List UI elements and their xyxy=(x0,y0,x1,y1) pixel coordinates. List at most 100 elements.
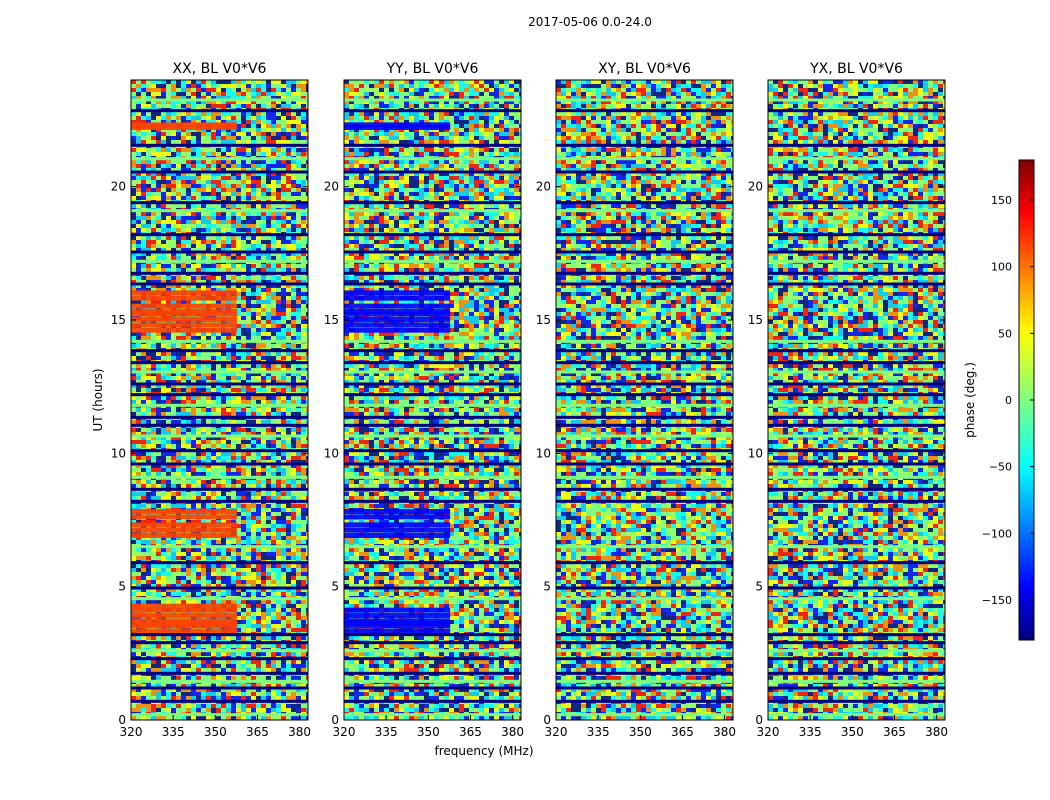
phase-cell xyxy=(226,224,231,228)
phase-cell xyxy=(291,176,296,180)
phase-cell xyxy=(246,584,251,588)
phase-cell xyxy=(241,576,246,580)
phase-cell xyxy=(261,576,266,580)
phase-cell xyxy=(176,588,181,592)
phase-cell xyxy=(296,316,301,320)
phase-cell xyxy=(276,80,281,84)
phase-cell xyxy=(231,380,236,384)
phase-cell xyxy=(296,240,301,244)
phase-cell xyxy=(271,112,276,116)
phase-cell xyxy=(156,160,161,164)
phase-cell xyxy=(161,280,166,284)
phase-cell xyxy=(181,236,186,240)
phase-cell xyxy=(216,132,221,136)
phase-cell xyxy=(246,520,251,524)
phase-cell xyxy=(246,328,251,332)
phase-cell xyxy=(241,612,246,616)
phase-cell xyxy=(236,532,241,536)
phase-cell xyxy=(276,92,281,96)
phase-cell xyxy=(306,100,308,104)
phase-cell xyxy=(211,84,216,88)
phase-cell xyxy=(151,504,156,508)
phase-cell xyxy=(241,152,246,156)
phase-cell xyxy=(276,480,281,484)
phase-cell xyxy=(266,168,271,172)
phase-cell xyxy=(306,536,308,540)
phase-cell xyxy=(201,436,206,440)
phase-cell xyxy=(281,432,286,436)
phase-cell xyxy=(301,628,306,632)
phase-cell xyxy=(226,352,231,356)
phase-cell xyxy=(266,220,271,224)
phase-cell xyxy=(296,400,301,404)
phase-cell xyxy=(231,88,236,92)
phase-cell xyxy=(236,164,241,168)
phase-cell xyxy=(196,172,201,176)
phase-cell xyxy=(291,408,296,412)
phase-cell xyxy=(176,540,181,544)
phase-cell xyxy=(171,240,176,244)
phase-cell xyxy=(281,532,286,536)
phase-cell xyxy=(196,380,201,384)
phase-cell xyxy=(196,120,201,124)
phase-cell xyxy=(281,624,286,628)
phase-cell xyxy=(171,132,176,136)
phase-cell xyxy=(291,572,296,576)
phase-cell xyxy=(166,132,171,136)
phase-cell xyxy=(276,420,281,424)
phase-cell xyxy=(226,380,231,384)
phase-cell xyxy=(211,104,216,108)
phase-cell xyxy=(306,388,308,392)
phase-cell xyxy=(306,344,308,348)
phase-cell xyxy=(186,356,191,360)
phase-cell xyxy=(146,592,151,596)
phase-cell xyxy=(266,352,271,356)
phase-cell xyxy=(236,96,241,100)
phase-cell xyxy=(171,368,176,372)
phase-cell xyxy=(281,456,286,460)
phase-cell xyxy=(201,176,206,180)
phase-cell xyxy=(291,280,296,284)
phase-cell xyxy=(236,100,241,104)
phase-cell xyxy=(206,468,211,472)
phase-cell xyxy=(191,344,196,348)
phase-cell xyxy=(221,464,226,468)
phase-cell xyxy=(181,288,186,292)
phase-cell xyxy=(256,608,261,612)
phase-cell xyxy=(231,552,236,556)
phase-cell xyxy=(196,140,201,144)
phase-cell xyxy=(251,592,256,596)
phase-cell xyxy=(256,528,261,532)
phase-cell xyxy=(181,420,186,424)
phase-cell xyxy=(246,456,251,460)
phase-cell xyxy=(131,256,136,260)
phase-cell xyxy=(251,116,256,120)
phase-cell xyxy=(231,420,236,424)
phase-cell xyxy=(206,196,211,200)
phase-cell xyxy=(161,92,166,96)
phase-cell xyxy=(196,452,201,456)
phase-cell xyxy=(206,584,211,588)
phase-cell xyxy=(221,592,226,596)
phase-cell xyxy=(286,472,291,476)
phase-cell xyxy=(261,436,266,440)
phase-cell xyxy=(136,132,141,136)
phase-cell xyxy=(211,252,216,256)
phase-cell xyxy=(231,484,236,488)
phase-cell xyxy=(176,96,181,100)
phase-cell xyxy=(196,400,201,404)
phase-cell xyxy=(236,440,241,444)
phase-cell xyxy=(211,220,216,224)
phase-cell xyxy=(141,236,146,240)
phase-cell xyxy=(166,168,171,172)
phase-cell xyxy=(176,468,181,472)
phase-cell xyxy=(276,192,281,196)
phase-cell xyxy=(141,148,146,152)
phase-cell xyxy=(251,528,256,532)
phase-cell xyxy=(246,256,251,260)
phase-cell xyxy=(186,136,191,140)
phase-cell xyxy=(296,432,301,436)
phase-cell xyxy=(191,396,196,400)
phase-cell xyxy=(151,540,156,544)
phase-cell xyxy=(296,248,301,252)
